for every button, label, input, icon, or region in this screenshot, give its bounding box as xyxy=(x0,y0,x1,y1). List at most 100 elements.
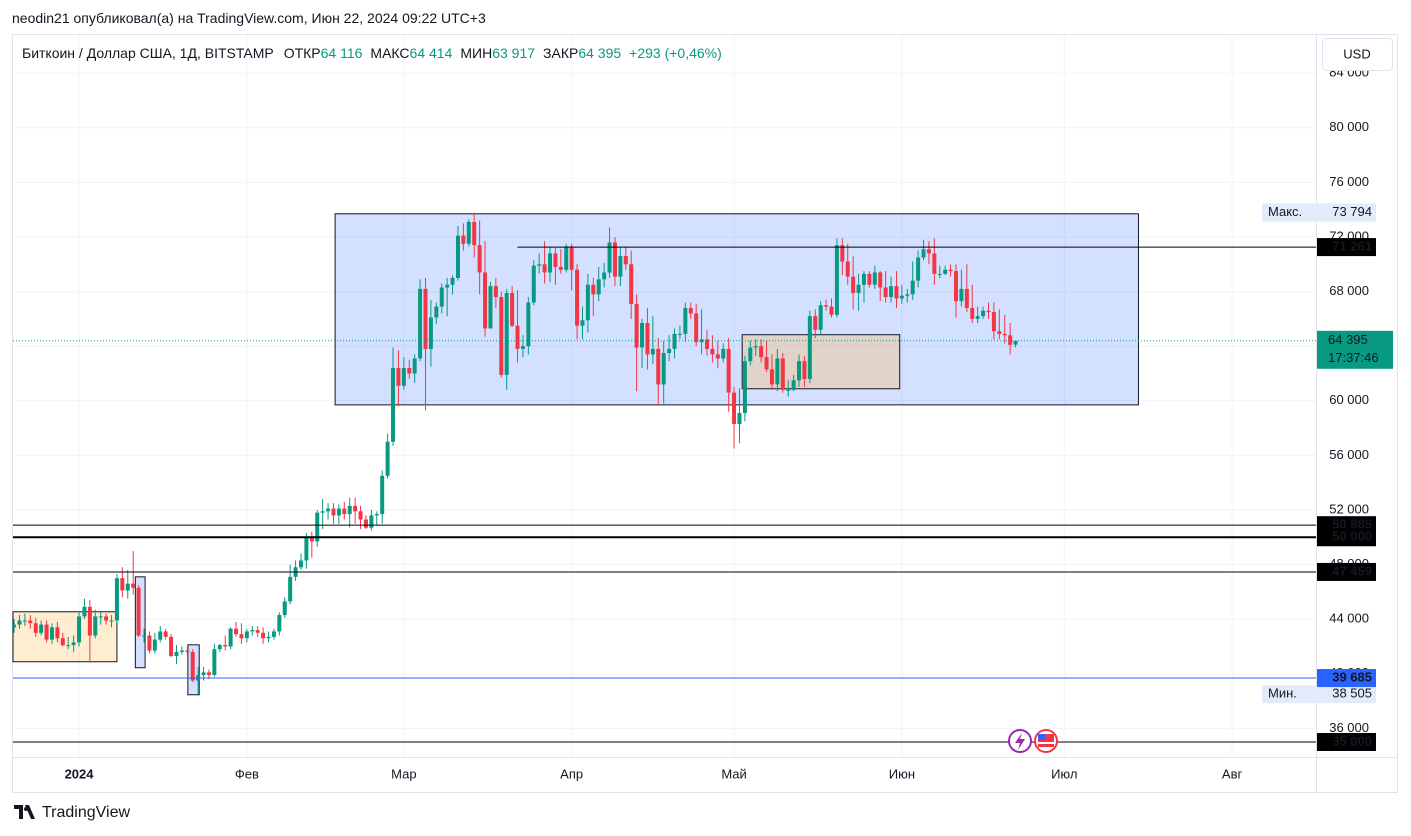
candle-body xyxy=(445,284,450,288)
candle-body xyxy=(266,636,271,639)
extreme-badge xyxy=(1262,203,1376,222)
y-tick-label: 56 000 xyxy=(1329,447,1369,462)
extreme-value: 73 794 xyxy=(1332,204,1372,219)
candle-body xyxy=(889,286,894,298)
x-tick-label: Июл xyxy=(1051,766,1077,781)
candle-body xyxy=(618,256,623,277)
candle-body xyxy=(650,348,655,355)
candle-body xyxy=(488,286,493,329)
overlay xyxy=(13,246,1316,743)
candle-body xyxy=(894,286,899,299)
candle-body xyxy=(629,264,634,304)
candle-body xyxy=(645,322,650,355)
extreme-badge xyxy=(1262,685,1376,704)
candle-body xyxy=(326,508,331,512)
candle-body xyxy=(466,221,471,244)
candle-body xyxy=(975,316,980,319)
candle-body xyxy=(910,280,915,295)
candle-body xyxy=(856,284,861,293)
candle-body xyxy=(428,317,433,349)
extreme-label: Макс. xyxy=(1268,204,1302,219)
candle-body xyxy=(704,339,709,349)
candle-body xyxy=(575,269,580,326)
candle-body xyxy=(899,295,904,299)
candle-body xyxy=(954,271,959,302)
candle-body xyxy=(152,639,157,651)
candle-body xyxy=(932,253,937,274)
candle-body xyxy=(834,245,839,315)
candle-body xyxy=(504,292,509,375)
y-tick-label: 44 000 xyxy=(1329,611,1369,626)
candle-body xyxy=(759,346,764,358)
rectangle-drawing xyxy=(334,213,1139,406)
candle-body xyxy=(439,287,444,307)
ohlc: ОТКР64 116 МАКС64 414 МИН63 917 ЗАКР64 395 xyxy=(284,45,629,61)
change: +293 (+0,46%) xyxy=(629,45,722,61)
candle-body xyxy=(369,515,374,528)
ohlc-label: МИН xyxy=(460,45,493,61)
candle-body xyxy=(125,583,130,591)
candle-body xyxy=(385,441,390,476)
candle-body xyxy=(396,368,401,386)
candle-body xyxy=(374,514,379,516)
price-badge-label: 64 395 xyxy=(1328,332,1368,347)
candle-body xyxy=(791,380,796,390)
candle-body xyxy=(623,256,628,265)
candle-body xyxy=(261,632,266,639)
candle-body xyxy=(1002,333,1007,336)
candle-body xyxy=(959,288,964,302)
x-tick-label: Фев xyxy=(235,766,259,781)
candle-body xyxy=(353,505,358,512)
candle-body xyxy=(683,307,688,334)
candle-body xyxy=(190,651,195,681)
price-countdown: 17:37:46 xyxy=(1328,350,1379,365)
candle-body xyxy=(461,235,466,244)
candle-body xyxy=(807,316,812,379)
candle-body xyxy=(840,245,845,262)
candle-body xyxy=(147,635,152,651)
x-tick-label: Апр xyxy=(560,766,583,781)
candle-body xyxy=(694,313,699,343)
candle-body xyxy=(861,273,866,285)
event-icons xyxy=(1008,729,1058,753)
candle-body xyxy=(169,636,174,657)
candle-body xyxy=(531,265,536,303)
candle-body xyxy=(656,348,661,385)
candle-body xyxy=(726,348,731,393)
candle-body xyxy=(851,276,856,293)
candle-body xyxy=(612,242,617,277)
candle-body xyxy=(228,628,233,647)
candle-body xyxy=(282,601,287,616)
candle-body xyxy=(179,650,184,652)
candle-body xyxy=(499,297,504,375)
candle-body xyxy=(33,623,38,633)
currency[interactable]: USD xyxy=(1343,46,1370,61)
y-tick-label: 60 000 xyxy=(1329,392,1369,407)
candle-body xyxy=(824,305,829,307)
line-badge-label: 71 261 xyxy=(1332,239,1372,254)
candle-body xyxy=(818,305,823,330)
candle-body xyxy=(331,508,336,516)
candle-body xyxy=(580,320,585,326)
candle-body xyxy=(585,284,590,321)
candle-body xyxy=(250,630,255,632)
candle-body xyxy=(699,339,704,343)
candle-body xyxy=(867,273,872,285)
candle-body xyxy=(672,333,677,349)
candle-body xyxy=(142,635,147,637)
candle-body xyxy=(60,638,65,646)
candle-body xyxy=(304,537,309,561)
y-tick-label: 52 000 xyxy=(1329,501,1369,516)
candle-body xyxy=(49,627,54,640)
currency-button[interactable] xyxy=(1322,38,1393,71)
candles xyxy=(12,212,1018,695)
candle-body xyxy=(775,358,780,385)
candle-body xyxy=(309,537,314,542)
candle-body xyxy=(320,511,325,513)
line-badge xyxy=(1317,238,1376,257)
candle-body xyxy=(234,628,239,635)
rectangle-drawing xyxy=(12,611,118,663)
candle-body xyxy=(418,288,423,359)
